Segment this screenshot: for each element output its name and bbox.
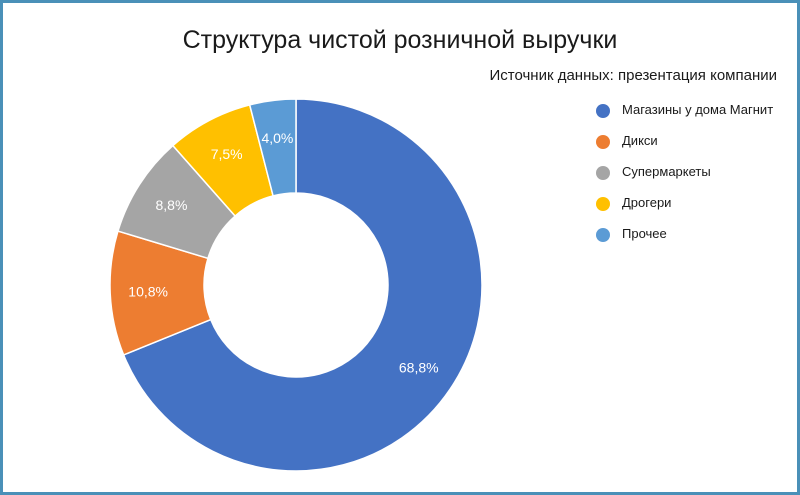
legend-label: Дрогери [622,195,672,210]
legend-swatch [596,135,610,149]
slice-label-1: 10,8% [128,284,168,300]
chart-title: Структура чистой розничной выручки [182,26,618,54]
legend-swatch [596,228,610,242]
slice-0 [122,98,483,472]
legend-label: Магазины у дома Магнит [622,102,774,117]
slice-label-2: 8,8% [155,197,187,213]
legend-label: Дикси [622,133,658,148]
slice-4 [248,98,297,197]
legend-swatch [596,197,610,211]
donut-chart: 68,8% 10,8% 8,8% 7,5% 4,0% [109,98,483,472]
legend-label: Супермаркеты [622,164,711,179]
legend-swatch [596,166,610,180]
chart-subtitle: Источник данных: презентация компании [489,67,778,84]
legend-swatch [596,104,610,118]
legend-label: Прочее [622,226,667,241]
slice-label-4: 4,0% [261,130,293,146]
slice-label-0: 68,8% [399,360,439,376]
slice-label-3: 7,5% [211,146,243,162]
